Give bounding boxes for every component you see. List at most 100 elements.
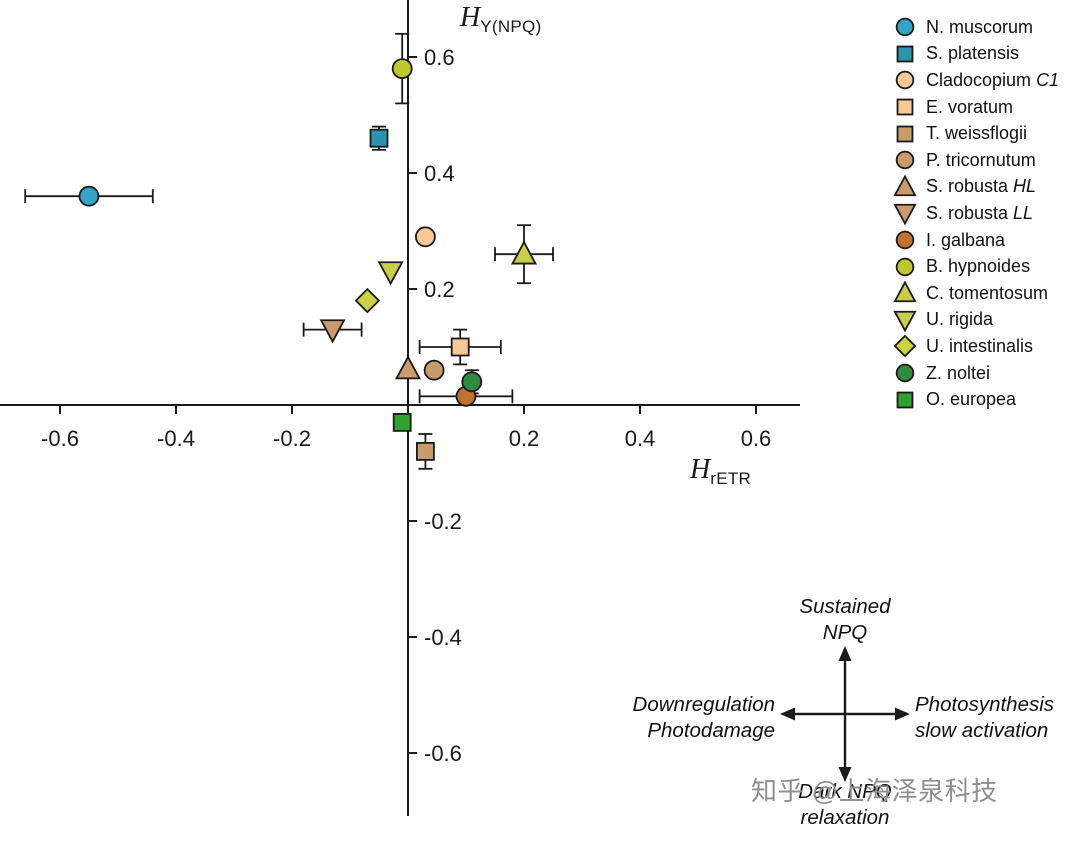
legend-label: I. galbana [926, 229, 1006, 250]
legend-label: P. tricornutum [926, 149, 1036, 170]
y-axis: 0.6 0.4 0.2 -0.2 -0.4 -0.6 [407, 0, 462, 816]
square-marker-icon [896, 98, 914, 116]
circle-marker-icon [895, 18, 915, 37]
legend-item-z-noltei: Z. noltei [893, 360, 1059, 387]
x-tick-label: 0.4 [625, 426, 656, 451]
square-glyph [896, 45, 914, 63]
annotation-photosynthesis-slow-activation: Photosynthesis slow activation [915, 693, 1055, 742]
triangle-up-marker-icon [893, 281, 917, 303]
legend-label: B. hypnoides [926, 256, 1031, 277]
x-tick-label: -0.2 [273, 426, 311, 451]
legend-label: E. voratum [926, 96, 1014, 117]
square-glyph [896, 391, 914, 408]
legend-label: U. rigida [926, 309, 994, 330]
circle-glyph [895, 151, 915, 170]
circle-glyph [895, 18, 915, 37]
arrow-up-icon [838, 646, 852, 661]
data-points [78, 58, 538, 461]
point-c-tomentosum [510, 240, 538, 265]
legend-item-o-europea: O. europea [893, 386, 1059, 413]
y-tick-label: -0.4 [424, 625, 462, 650]
x-axis-label: HrETR [690, 454, 751, 489]
quadrant-arrows [780, 646, 910, 782]
point-u-rigida [377, 261, 404, 286]
legend-item-c-tomentosum: C. tomentosum [893, 280, 1059, 307]
y-tick-label: 0.6 [424, 45, 455, 70]
legend-item-b-hypnoides: B. hypnoides [893, 253, 1059, 280]
y-axis-subscript: Y(NPQ) [480, 17, 542, 36]
square-glyph [896, 125, 914, 143]
point-s-robusta-ll [319, 319, 346, 344]
circle-marker-icon [895, 71, 915, 90]
point-p-tricornutum [423, 359, 445, 381]
legend-item-u-rigida: U. rigida [893, 307, 1059, 334]
triangle-down-marker-icon [893, 204, 917, 226]
triangle-up-glyph [893, 281, 917, 303]
legend-item-p-tricornutum: P. tricornutum [893, 147, 1059, 174]
y-tick-label: -0.2 [424, 509, 462, 534]
x-axis: -0.6 -0.4 -0.2 0.2 0.4 0.6 [0, 404, 800, 451]
triangle-down-glyph [893, 204, 917, 226]
circle-glyph [895, 257, 915, 276]
arrow-right-icon [895, 707, 910, 721]
circle-glyph [895, 230, 915, 250]
circle-glyph [895, 71, 915, 90]
y-axis-symbol: H [460, 2, 481, 33]
y-tick-label: 0.2 [424, 277, 455, 302]
triangle-up-marker-icon [893, 174, 917, 196]
diamond-glyph [893, 335, 917, 358]
diamond-marker-icon [893, 335, 917, 358]
triangle-up-glyph [893, 174, 917, 196]
point-z-noltei [461, 371, 483, 393]
annotation-downregulation-photodamage: Downregulation Photodamage [632, 693, 775, 742]
point-s-platensis [369, 128, 389, 148]
legend-item-i-galbana: I. galbana [893, 227, 1059, 254]
legend: N. muscorum S. platensis Cladocopium C1 E. … [893, 14, 1059, 413]
watermark: 知乎 @上海泽泉科技 [751, 776, 998, 806]
legend-item-s-platensis: S. platensis [893, 41, 1059, 68]
point-n-muscorum [78, 185, 100, 207]
legend-label: S. robusta LL [926, 202, 1034, 223]
legend-item-t-weissflogii: T. weissflogii [893, 120, 1059, 147]
x-tick-label: 0.6 [741, 426, 772, 451]
annotation-dark-npq-relaxation: Dark NPQ relaxation [798, 780, 892, 829]
point-e-voratum [450, 337, 470, 357]
error-bars [24, 32, 554, 470]
y-tick-label: -0.6 [424, 741, 462, 766]
y-axis-label: HY(NPQ) [460, 2, 542, 37]
square-marker-icon [896, 125, 914, 143]
legend-item-n-muscorum: N. muscorum [893, 14, 1059, 41]
legend-label: Z. noltei [926, 362, 991, 383]
circle-glyph [895, 363, 915, 383]
triangle-down-marker-icon [893, 310, 917, 332]
legend-label: S. platensis [926, 43, 1020, 64]
circle-marker-icon [895, 257, 915, 276]
square-marker-icon [896, 45, 914, 63]
triangle-down-glyph [893, 310, 917, 332]
x-tick-label: -0.4 [157, 426, 195, 451]
square-glyph [896, 98, 914, 116]
point-u-intestinalis [354, 287, 381, 314]
circle-marker-icon [895, 230, 915, 250]
circle-marker-icon [895, 151, 915, 170]
legend-label: S. robusta HL [926, 176, 1037, 197]
legend-label: N. muscorum [926, 16, 1034, 37]
point-cladocopium-c1 [414, 226, 436, 248]
legend-item-s-robusta-ll: S. robusta LL [893, 200, 1059, 227]
arrow-left-icon [780, 707, 795, 721]
x-axis-symbol: H [690, 454, 711, 485]
x-axis-subscript: rETR [710, 469, 752, 488]
point-s-robusta-hl [394, 355, 422, 380]
legend-label: U. intestinalis [926, 335, 1034, 356]
legend-item-s-robusta-hl: S. robusta HL [893, 174, 1059, 201]
arrow-down-icon [838, 767, 852, 782]
annotation-sustained-npq: Sustained NPQ [799, 595, 891, 644]
x-tick-label: -0.6 [41, 426, 79, 451]
square-marker-icon [896, 391, 914, 408]
point-o-europea [392, 412, 412, 432]
y-tick-label: 0.4 [424, 161, 455, 186]
legend-item-e-voratum: E. voratum [893, 94, 1059, 121]
legend-item-u-intestinalis: U. intestinalis [893, 333, 1059, 360]
